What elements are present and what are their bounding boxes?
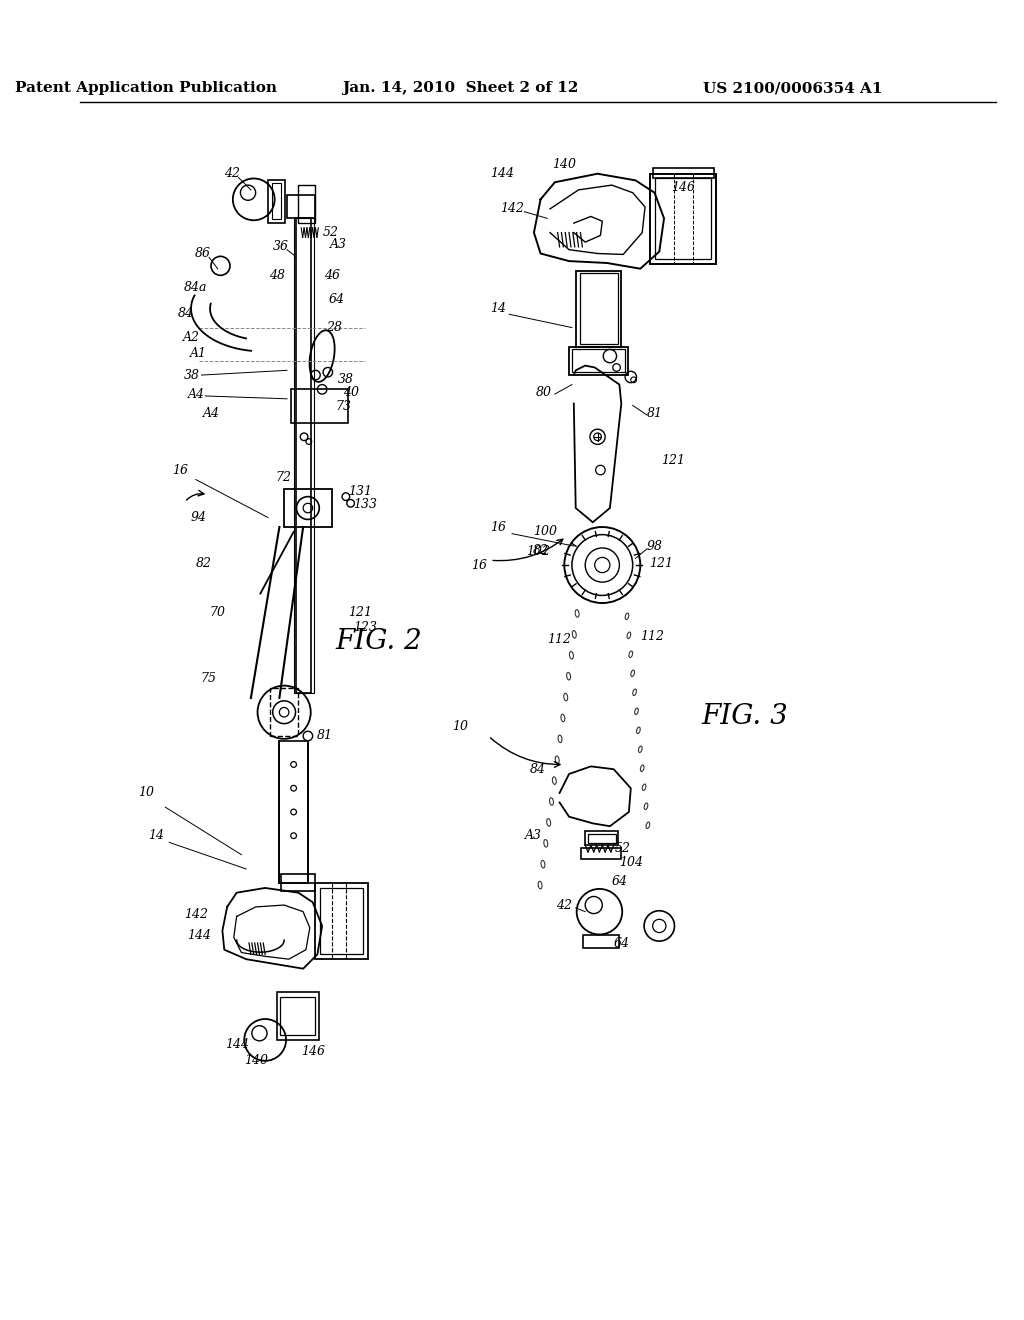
Text: Jan. 14, 2010  Sheet 2 of 12: Jan. 14, 2010 Sheet 2 of 12 [342,82,578,95]
Bar [276,993,319,1040]
Text: 16: 16 [471,558,486,572]
Text: 10: 10 [138,787,155,800]
Bar [569,347,628,375]
Text: A1: A1 [190,347,207,360]
Text: 112: 112 [548,632,571,645]
Text: 144: 144 [186,929,211,942]
Text: 64: 64 [611,875,628,888]
Text: 98: 98 [646,540,663,553]
Text: 28: 28 [327,321,342,334]
Text: 84a: 84a [184,281,208,294]
Text: 133: 133 [353,498,377,511]
Text: US 2100/0006354 A1: US 2100/0006354 A1 [702,82,882,95]
Bar [287,194,315,218]
Text: 142: 142 [500,202,524,215]
Bar [588,834,615,843]
Text: 72: 72 [275,471,291,484]
Text: 14: 14 [489,302,506,315]
Text: 142: 142 [183,908,208,921]
Text: 146: 146 [301,1045,325,1057]
Text: 16: 16 [172,463,187,477]
Bar [270,689,298,737]
Text: 121: 121 [662,454,685,467]
Text: 64: 64 [613,936,630,949]
Text: 123: 123 [353,622,377,634]
Text: 140: 140 [244,1055,267,1068]
Text: 16: 16 [489,520,506,533]
Text: 140: 140 [552,157,577,170]
Text: 84: 84 [178,306,195,319]
Bar [297,218,310,693]
Text: 81: 81 [317,730,333,742]
Text: 121: 121 [348,606,372,619]
Text: 94: 94 [190,511,207,524]
Text: 42: 42 [556,899,572,912]
Text: 84: 84 [529,763,546,776]
Text: 52: 52 [323,226,339,239]
Text: 38: 38 [338,374,354,387]
Bar [321,888,362,954]
Bar [284,488,332,527]
Text: 52: 52 [615,842,631,854]
Bar [585,832,618,845]
Text: 42: 42 [224,168,240,181]
Text: 36: 36 [273,240,290,253]
Text: A4: A4 [188,388,205,400]
Bar [650,174,716,264]
Bar [580,273,617,343]
Text: 73: 73 [336,400,352,413]
Text: FIG. 2: FIG. 2 [336,627,423,655]
Text: 75: 75 [200,672,216,685]
Bar [582,847,622,859]
Text: 64: 64 [329,293,344,306]
Text: 82: 82 [196,557,211,570]
Text: A2: A2 [182,330,200,343]
Text: A3: A3 [525,829,543,842]
Bar [294,218,313,693]
Bar [291,389,348,422]
Bar [655,178,711,259]
Text: 48: 48 [269,269,286,282]
Text: 70: 70 [210,606,225,619]
Bar [572,350,625,372]
Bar [298,185,315,223]
Text: 102: 102 [525,545,550,558]
Text: 81: 81 [646,407,663,420]
Text: 86: 86 [195,247,211,260]
Text: 104: 104 [618,855,643,869]
Bar [268,181,285,223]
Text: 46: 46 [324,269,340,282]
Bar [652,168,715,177]
Bar [271,183,282,219]
Text: 144: 144 [490,168,515,181]
Text: 100: 100 [534,525,557,539]
Text: 10: 10 [452,719,468,733]
Text: 14: 14 [147,829,164,842]
Text: A3: A3 [330,238,347,251]
Text: 144: 144 [224,1038,249,1051]
Text: 121: 121 [649,557,673,570]
Text: 112: 112 [640,630,664,643]
Text: 80: 80 [536,385,551,399]
Bar [575,271,622,347]
Bar [281,997,315,1035]
Bar [282,874,314,891]
Text: 82: 82 [532,544,549,557]
Text: 131: 131 [348,486,372,499]
Bar [584,936,620,948]
Text: A4: A4 [204,407,220,420]
Text: 40: 40 [343,385,358,399]
Text: Patent Application Publication: Patent Application Publication [15,82,278,95]
Text: FIG. 3: FIG. 3 [701,704,788,730]
Bar [280,741,308,883]
Bar [315,883,368,960]
Text: 146: 146 [671,181,695,194]
Text: 38: 38 [184,368,200,381]
